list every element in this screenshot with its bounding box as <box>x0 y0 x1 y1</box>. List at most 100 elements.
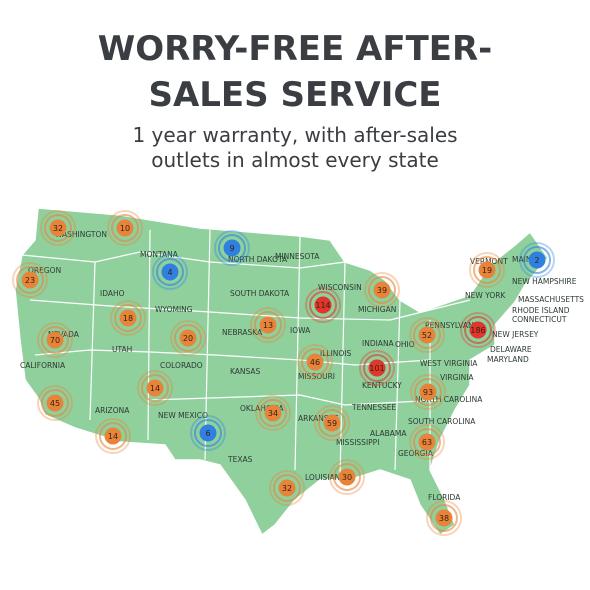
state-label: ILLINOIS <box>320 349 352 358</box>
state-label: MINNESOTA <box>275 252 320 261</box>
state-label: MICHIGAN <box>358 305 396 314</box>
signal-ring <box>359 350 395 386</box>
marker-dot <box>223 239 241 257</box>
signal-ring <box>414 378 442 406</box>
outlet-marker: 46 <box>297 344 333 380</box>
signal-ring <box>41 389 69 417</box>
signal-ring <box>37 322 73 358</box>
outlet-count: 9 <box>229 244 234 253</box>
signal-ring <box>301 348 329 376</box>
state-label: COLORADO <box>160 361 203 370</box>
signal-ring <box>156 258 184 286</box>
state-label: OKLAHOMA <box>240 404 284 413</box>
state-label: GEORGIA <box>398 449 434 458</box>
outlet-count: 93 <box>423 388 433 397</box>
subtitle-line: 1 year warranty, with after-sales <box>132 123 457 147</box>
outlet-count: 23 <box>25 276 35 285</box>
state-label: ARIZONA <box>95 406 130 415</box>
marker-dot <box>373 281 391 299</box>
outlet-marker: 45 <box>37 385 73 421</box>
signal-ring <box>426 500 462 536</box>
signal-ring <box>409 317 445 353</box>
state-label: NORTH CAROLINA <box>415 395 483 404</box>
outlet-count: 6 <box>205 429 210 438</box>
signal-ring <box>255 395 291 431</box>
outlet-count: 34 <box>268 409 278 418</box>
signal-ring <box>254 311 282 339</box>
signal-ring <box>41 326 69 354</box>
marker-dot <box>418 326 436 344</box>
state-label: VERMONT <box>470 257 508 266</box>
title-line: SALES SERVICE <box>148 75 441 115</box>
outlet-count: 39 <box>377 286 387 295</box>
signal-ring <box>214 230 250 266</box>
outlet-count: 32 <box>53 224 63 233</box>
signal-ring <box>107 210 143 246</box>
outlet-marker: 30 <box>329 459 365 495</box>
marker-dot <box>264 404 282 422</box>
outlet-marker: 14 <box>137 370 173 406</box>
state-label: MONTANA <box>140 250 179 259</box>
state-label: IOWA <box>290 326 311 335</box>
outlet-count: 38 <box>439 514 449 523</box>
marker-dot <box>528 251 546 269</box>
signal-ring <box>95 418 131 454</box>
signal-ring <box>174 324 202 352</box>
outlet-count: 19 <box>482 266 492 275</box>
state-label: NEW HAMPSHIRE <box>512 277 577 286</box>
state-label: KANSAS <box>230 367 261 376</box>
state-borders <box>21 229 471 479</box>
signal-ring <box>368 276 396 304</box>
state-label: NORTH DAKOTA <box>228 255 288 264</box>
title-line: WORRY-FREE AFTER- <box>98 29 493 69</box>
signal-ring <box>364 272 400 308</box>
signal-ring <box>297 344 333 380</box>
state-label: NEW YORK <box>465 291 506 300</box>
outlet-count: 52 <box>422 331 432 340</box>
marker-dot <box>46 331 64 349</box>
signal-ring <box>250 307 286 343</box>
signal-ring <box>460 312 496 348</box>
state-label: NEVADA <box>48 330 80 339</box>
signal-ring <box>152 254 188 290</box>
outlet-count: 4 <box>167 268 172 277</box>
state-label: CONNECTICUT <box>512 315 567 324</box>
signal-ring <box>141 374 169 402</box>
outlet-marker: 32 <box>40 210 76 246</box>
marker-dot <box>419 383 437 401</box>
outlet-count: 20 <box>183 334 193 343</box>
marker-dot <box>259 316 277 334</box>
state-label: NEBRASKA <box>222 328 263 337</box>
marker-dot <box>478 261 496 279</box>
outlet-marker: 52 <box>409 317 445 353</box>
outlet-marker: 114 <box>305 287 341 323</box>
signal-ring <box>110 300 146 336</box>
state-label: MISSISSIPPI <box>336 438 379 447</box>
signal-ring <box>363 354 391 382</box>
signal-ring <box>137 370 173 406</box>
signal-ring <box>519 242 555 278</box>
subtitle-line: outlets in almost every state <box>151 148 439 172</box>
signal-ring <box>273 474 301 502</box>
outlet-count: 186 <box>470 326 485 335</box>
state-label: FLORIDA <box>428 493 461 502</box>
state-label: INDIANA <box>362 339 395 348</box>
marker-dot <box>199 424 217 442</box>
signal-ring <box>309 291 337 319</box>
marker-dot <box>46 394 64 412</box>
marker-dot <box>314 296 332 314</box>
outlet-marker: 59 <box>314 405 350 441</box>
outlet-marker: 6 <box>190 415 226 451</box>
outlet-marker: 186 <box>460 312 496 348</box>
state-label: WYOMING <box>155 305 193 314</box>
outlet-marker: 70 <box>37 322 73 358</box>
signal-ring <box>259 399 287 427</box>
outlet-marker: 20 <box>170 320 206 356</box>
signal-ring <box>329 459 365 495</box>
signal-ring <box>314 405 350 441</box>
signal-ring <box>413 321 441 349</box>
marker-dot <box>368 359 386 377</box>
state-label: KENTUCKY <box>362 381 402 390</box>
signal-ring <box>114 304 142 332</box>
signal-ring <box>12 262 48 298</box>
